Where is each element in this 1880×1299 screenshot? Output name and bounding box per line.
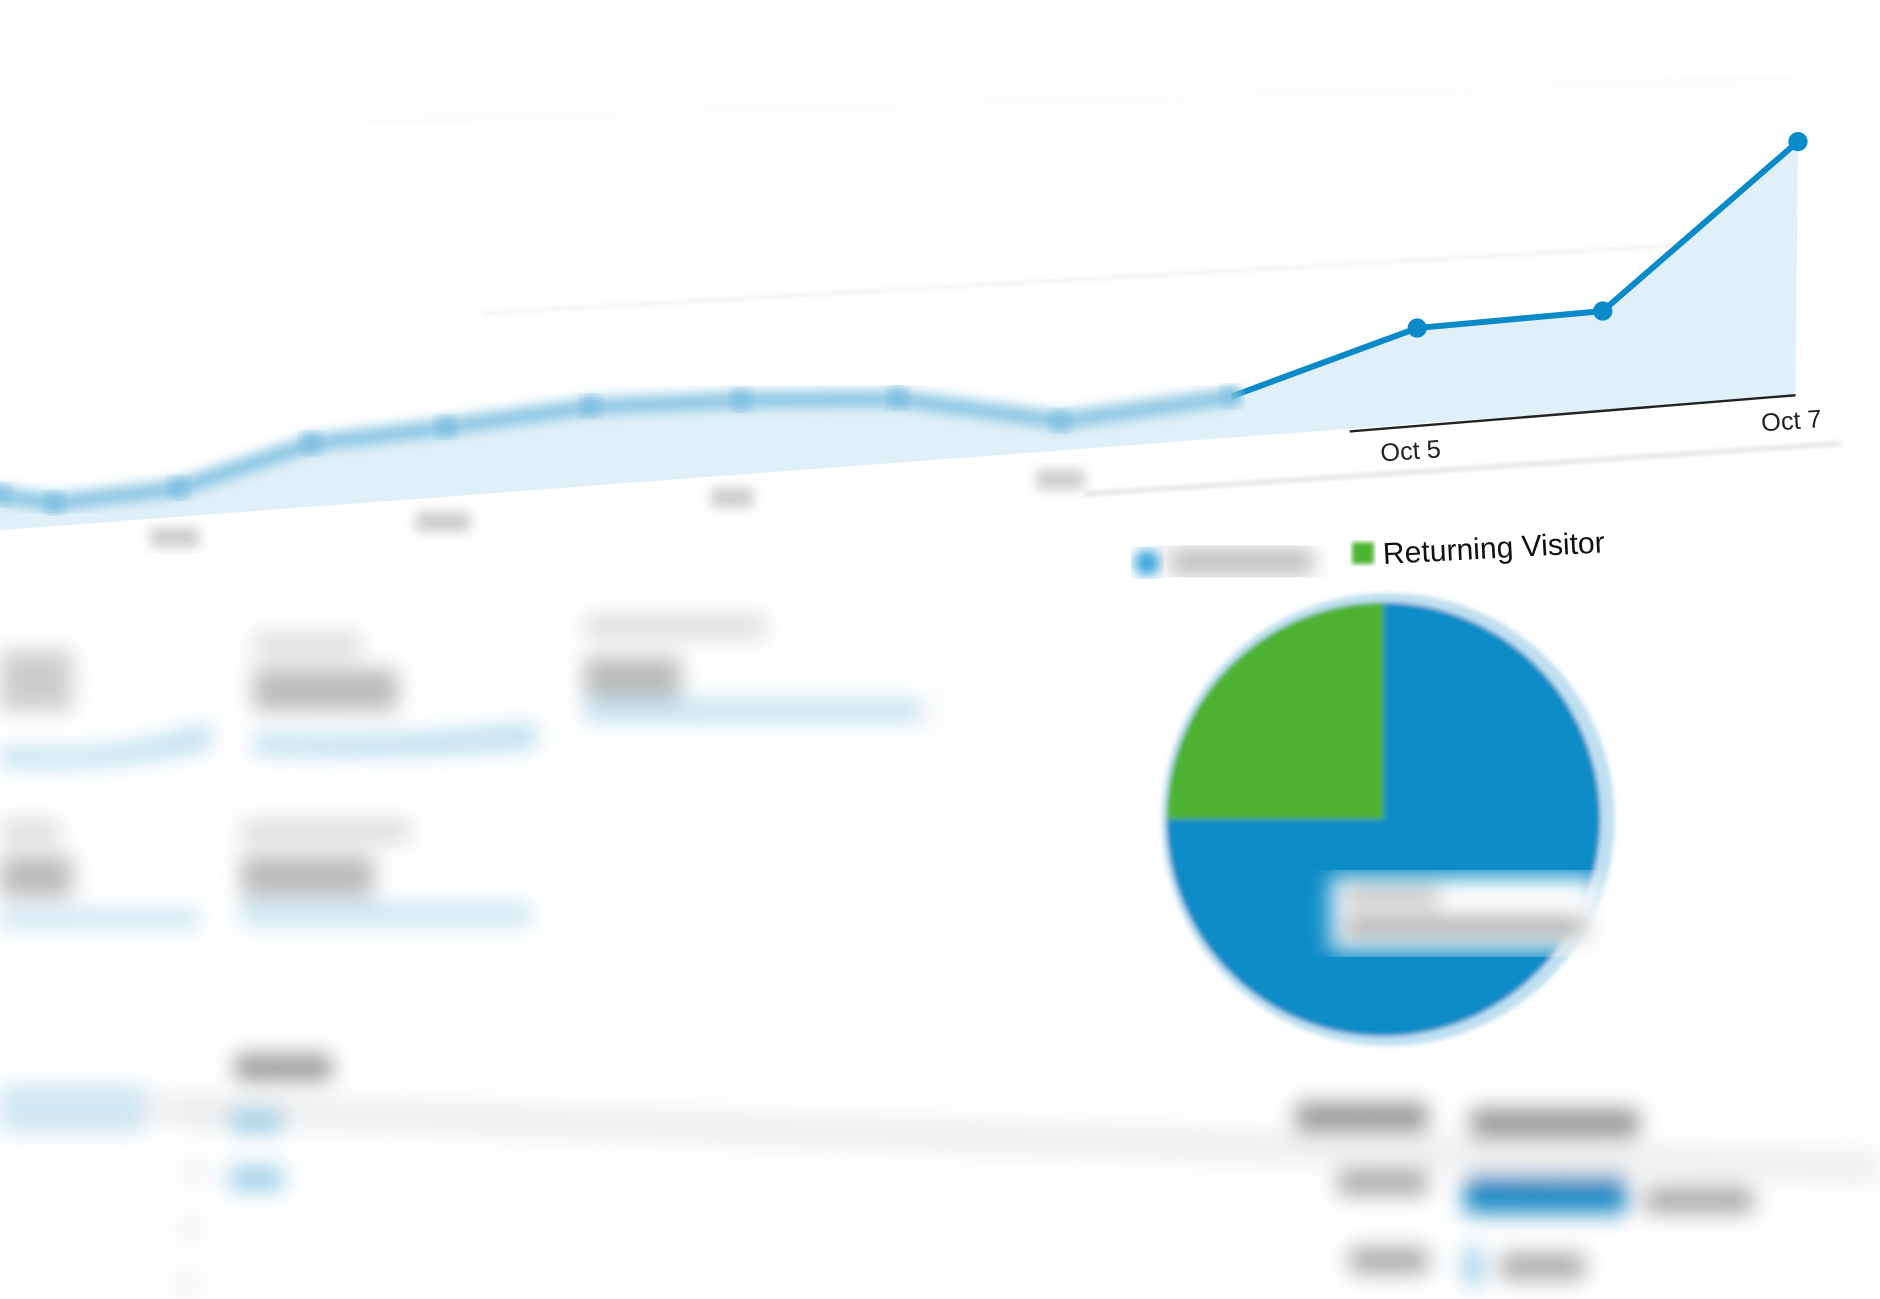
data-point[interactable] xyxy=(43,491,66,514)
data-point[interactable] xyxy=(579,395,602,418)
data-point[interactable] xyxy=(1049,409,1072,432)
data-point[interactable] xyxy=(0,483,11,506)
x-axis-lower xyxy=(1084,442,1842,495)
data-point[interactable] xyxy=(886,387,909,410)
legend-label-returning: Returning Visitor xyxy=(1382,526,1605,571)
legend-marker-new xyxy=(1134,549,1161,576)
gridlines xyxy=(361,78,1799,315)
line-chart-series-blurred xyxy=(0,388,1233,512)
data-point[interactable] xyxy=(435,416,457,438)
data-point[interactable] xyxy=(300,432,322,455)
pie-tooltip xyxy=(1331,876,1598,951)
legend-label-blurred xyxy=(1168,548,1314,575)
data-point[interactable] xyxy=(1593,301,1613,321)
blurred-tick-labels xyxy=(150,469,1085,548)
x-axis xyxy=(1349,394,1796,433)
line-chart-series xyxy=(1230,139,1800,400)
data-point[interactable] xyxy=(1788,131,1808,152)
data-point[interactable] xyxy=(1407,318,1427,338)
data-table xyxy=(0,1054,1879,1295)
x-tick-label: Oct 5 xyxy=(1379,435,1441,467)
x-tick-label: Oct 7 xyxy=(1760,405,1822,437)
data-point[interactable] xyxy=(730,389,753,411)
data-point[interactable] xyxy=(1220,385,1243,408)
legend-marker-returning xyxy=(1352,542,1374,564)
metric-cards xyxy=(0,602,942,928)
line-chart-area xyxy=(0,141,1798,531)
data-point[interactable] xyxy=(167,476,190,499)
pie-chart xyxy=(1161,592,1615,1046)
pie-slice[interactable] xyxy=(1166,602,1384,820)
